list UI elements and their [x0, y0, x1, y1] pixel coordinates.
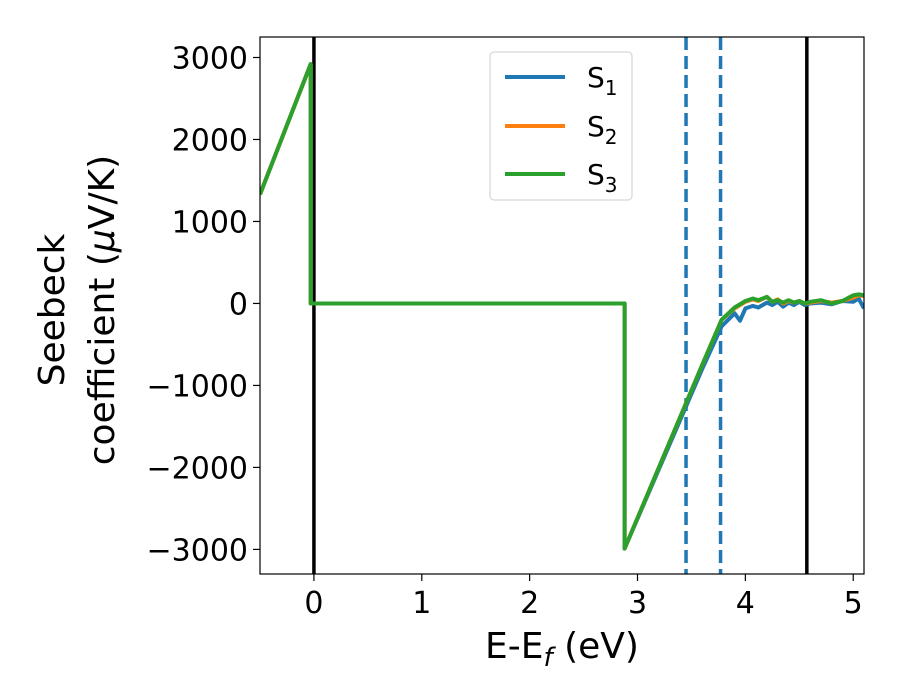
y-tick-label: −1000	[147, 369, 248, 404]
legend-label-s1: S1	[587, 61, 618, 100]
legend-label-s2: S2	[587, 110, 618, 149]
y-tick-label: 2000	[172, 123, 248, 158]
plot-frame	[259, 36, 865, 575]
x-tick-label: 3	[628, 586, 647, 621]
series-lines	[260, 62, 864, 551]
x-tick-label: 5	[844, 586, 863, 621]
x-tick-label: 0	[304, 586, 323, 621]
y-tick-label: 1000	[172, 205, 248, 240]
x-tick-label: 4	[736, 586, 755, 621]
y-axis-label: Seebeck coefficient (μV/K)	[32, 155, 123, 465]
y-tick-label: −2000	[147, 451, 248, 486]
x-tick-label: 1	[412, 586, 431, 621]
legend: S1 S2 S3	[489, 51, 633, 201]
series-line-s3	[260, 62, 864, 551]
y-tick-label: 3000	[172, 41, 248, 76]
x-axis-ticks: 0 1 2 3 4 5	[304, 574, 863, 621]
y-axis-ticks: −3000 −2000 −1000 0 1000 2000 3000	[147, 41, 260, 568]
y-tick-label: 0	[229, 287, 248, 322]
y-axis-label-line1: Seebeck	[32, 233, 73, 386]
y-axis-label-line2: coefficient (μV/K)	[82, 155, 123, 465]
x-axis-label: E-Ef (eV)	[485, 626, 639, 673]
legend-label-s3: S3	[587, 158, 618, 197]
y-tick-label: −3000	[147, 533, 248, 568]
x-tick-label: 2	[520, 586, 539, 621]
